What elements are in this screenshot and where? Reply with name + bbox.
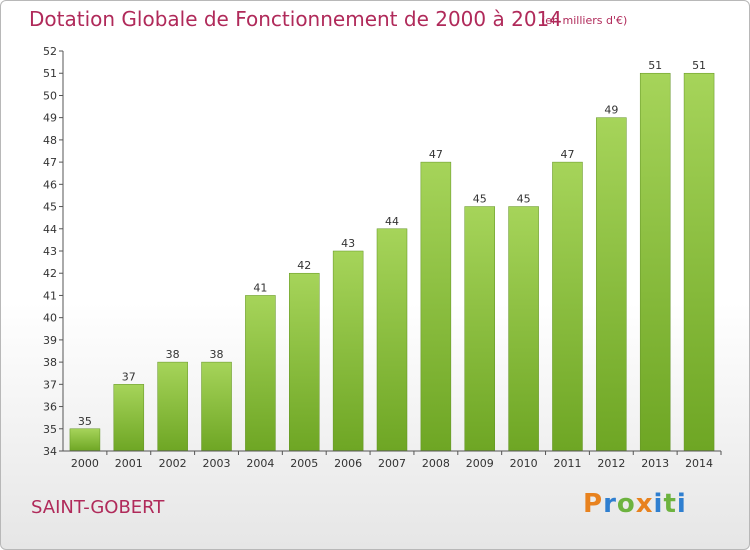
y-tick-label: 36 <box>43 401 57 414</box>
value-label-2008: 47 <box>429 148 443 161</box>
y-tick-label: 44 <box>43 223 57 236</box>
x-tick-label-2011: 2011 <box>553 457 581 470</box>
logo-letter: o <box>616 489 636 519</box>
y-tick-label: 34 <box>43 445 57 458</box>
x-tick-label-2006: 2006 <box>334 457 362 470</box>
value-label-2014: 51 <box>692 59 706 72</box>
value-label-2004: 41 <box>253 281 267 294</box>
chart-title: Dotation Globale de Fonctionnement de 20… <box>29 7 562 31</box>
value-label-2009: 45 <box>473 193 487 206</box>
bars-group: 35 37 38 38 41 42 43 44 47 45 45 47 49 51 51 <box>69 59 715 452</box>
bar-2006 <box>332 250 364 452</box>
logo-letter: i <box>653 489 664 519</box>
y-tick-label: 40 <box>43 312 57 325</box>
value-label-2013: 51 <box>648 59 662 72</box>
x-tick-label-2004: 2004 <box>246 457 274 470</box>
chart-subtitle: (en milliers d'€) <box>541 14 628 27</box>
y-tick-label: 37 <box>43 378 57 391</box>
y-tick-label: 35 <box>43 423 57 436</box>
x-tick-label-2002: 2002 <box>159 457 187 470</box>
bar-2014 <box>683 72 715 452</box>
value-label-2000: 35 <box>78 415 92 428</box>
proxiti-logo[interactable]: Proxiti <box>583 489 687 519</box>
x-tick-label-2010: 2010 <box>510 457 538 470</box>
y-tick-label: 41 <box>43 289 57 302</box>
value-label-2012: 49 <box>604 104 618 117</box>
x-tick-label-2013: 2013 <box>641 457 669 470</box>
bar-2001 <box>113 384 145 452</box>
bar-2003 <box>201 361 232 452</box>
value-label-2010: 45 <box>517 193 531 206</box>
y-tick-label: 47 <box>43 156 57 169</box>
bar-2011 <box>552 161 583 452</box>
bar-2010 <box>508 206 539 452</box>
y-tick-label: 39 <box>43 334 57 347</box>
value-label-2007: 44 <box>385 215 399 228</box>
y-tick-label: 48 <box>43 134 57 147</box>
y-tick-label: 52 <box>43 45 57 58</box>
x-tick-label-2000: 2000 <box>71 457 99 470</box>
value-label-2001: 37 <box>122 370 136 383</box>
bar-2004 <box>245 295 276 452</box>
y-tick-label: 51 <box>43 67 57 80</box>
y-tick-label: 43 <box>43 245 57 258</box>
logo-letter: x <box>635 489 654 519</box>
y-tick-label: 46 <box>43 178 57 191</box>
bar-2007 <box>376 228 408 452</box>
x-tick-label-2001: 2001 <box>115 457 143 470</box>
y-tick-label: 50 <box>43 89 57 102</box>
x-tick-label-2008: 2008 <box>422 457 450 470</box>
logo-letter: P <box>583 489 604 519</box>
x-tick-label-2009: 2009 <box>466 457 494 470</box>
value-label-2006: 43 <box>341 237 355 250</box>
logo-letter: i <box>676 489 687 519</box>
value-label-2002: 38 <box>166 348 180 361</box>
x-tick-label-2003: 2003 <box>203 457 231 470</box>
x-tick-label-2005: 2005 <box>290 457 318 470</box>
y-tick-label: 42 <box>43 267 57 280</box>
value-label-2011: 47 <box>560 148 574 161</box>
bar-2009 <box>464 206 495 452</box>
bar-2005 <box>289 272 320 452</box>
value-label-2005: 42 <box>297 259 311 272</box>
logo-letter: r <box>603 489 617 519</box>
x-tick-label-2014: 2014 <box>685 457 713 470</box>
bar-2000 <box>69 428 101 452</box>
y-tick-label: 45 <box>43 201 57 214</box>
commune-name: SAINT-GOBERT <box>31 497 165 518</box>
y-tick-label: 38 <box>43 356 57 369</box>
bar-2012 <box>596 117 627 452</box>
x-tick-label-2007: 2007 <box>378 457 406 470</box>
logo-letter: t <box>663 489 677 519</box>
x-tick-label-2012: 2012 <box>597 457 625 470</box>
bar-2013 <box>639 72 671 452</box>
bar-2008 <box>420 161 452 452</box>
y-tick-label: 49 <box>43 112 57 125</box>
value-label-2003: 38 <box>210 348 224 361</box>
axes-group: 34 35 36 37 38 39 40 41 42 43 44 45 46 47 48 49 50 51 52 20… <box>43 45 722 470</box>
bar-2002 <box>157 361 188 452</box>
